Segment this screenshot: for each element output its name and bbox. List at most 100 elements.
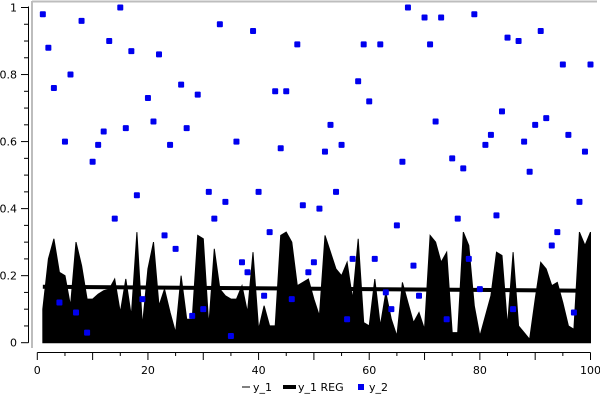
series-y_2-point xyxy=(277,145,284,152)
series-y_2-point xyxy=(122,125,129,132)
series-y_2-point xyxy=(244,269,251,276)
series-y_2-point xyxy=(432,118,439,125)
series-y_2-point xyxy=(338,141,345,148)
series-y_2-point xyxy=(294,41,301,48)
series-y_2-point xyxy=(515,38,522,45)
series-y_2-point xyxy=(84,329,91,336)
series-y_2-point xyxy=(427,41,434,48)
series-y_2-point xyxy=(167,141,174,148)
series-y_1-area xyxy=(42,231,591,344)
x-tick-label: 80 xyxy=(473,364,487,377)
x-tick-label: 60 xyxy=(362,364,376,377)
series-y_2-point xyxy=(56,299,63,306)
series-y_2-point xyxy=(526,168,533,175)
series-y_2-point xyxy=(559,61,566,68)
series-y_2-point xyxy=(443,316,450,323)
series-y_2-point xyxy=(454,215,461,222)
series-y_2-point xyxy=(349,255,356,262)
legend: y_1 y_1 REG y_2 xyxy=(242,381,388,394)
series-y_2-point xyxy=(95,141,102,148)
series-y_2-point xyxy=(310,259,317,266)
series-y_2-point xyxy=(333,188,340,195)
series-y_2-point xyxy=(194,91,201,98)
series-y_2-point xyxy=(504,34,511,41)
series-y_2-point xyxy=(543,115,550,122)
series-y_2-point xyxy=(227,332,234,339)
series-y_2-point xyxy=(344,316,351,323)
series-y_2-point xyxy=(255,188,262,195)
series-y_2-point xyxy=(183,125,190,132)
series-y_2-point xyxy=(327,121,334,128)
series-y_2-point xyxy=(139,296,146,303)
series-y_2-point xyxy=(299,202,306,209)
series-y_2-point xyxy=(261,292,268,299)
series-y_2-point xyxy=(371,255,378,262)
legend-swatch-y_2 xyxy=(358,384,364,390)
series-y_2-point xyxy=(321,148,328,155)
series-y_2-point xyxy=(393,222,400,229)
series-y_2-point xyxy=(382,289,389,296)
series-y_2-point xyxy=(366,98,373,105)
series-y_2-point xyxy=(283,88,290,95)
series-y_2-point xyxy=(45,44,52,51)
series-y_2-point xyxy=(482,141,489,148)
series-y_2-point xyxy=(106,38,113,45)
series-y_2-point xyxy=(510,306,517,313)
series-y_2-point xyxy=(537,27,544,34)
series-y_2-point xyxy=(570,309,577,316)
series-y_2-point xyxy=(205,188,212,195)
y-axis: 0 0.2 0.4 0.6 0.8 1 xyxy=(0,2,29,350)
y-tick-label: 0.2 xyxy=(0,270,17,283)
series-y_2-point xyxy=(50,84,57,91)
series-y_2-point xyxy=(266,229,273,236)
series-y_2-point xyxy=(144,95,151,102)
y-tick-label: 0.6 xyxy=(0,136,17,149)
series-y_2-point xyxy=(161,232,168,239)
series-y_2-point xyxy=(493,212,500,219)
series-y_2-point xyxy=(211,215,218,222)
x-tick-label: 100 xyxy=(580,364,600,377)
plot-area xyxy=(39,4,594,344)
series-y_2-point xyxy=(189,312,196,319)
series-y_2-point xyxy=(565,131,572,138)
series-y_2-point xyxy=(100,128,107,135)
series-y_2-point xyxy=(200,306,207,313)
series-y_2-point xyxy=(111,215,118,222)
legend-label-y_1-reg: y_1 REG xyxy=(298,381,344,394)
series-y_2-point xyxy=(360,41,367,48)
series-y_2-point xyxy=(449,155,456,162)
series-y_2-point xyxy=(238,259,245,266)
series-y_2-point xyxy=(581,148,588,155)
legend-label-y_2: y_2 xyxy=(369,381,388,394)
series-y_2-point xyxy=(178,81,185,88)
series-y_2-point xyxy=(89,158,96,165)
series-y_2-point xyxy=(233,138,240,145)
series-y_2-point xyxy=(421,14,428,21)
series-y_2-point xyxy=(156,51,163,58)
series-y_2-point xyxy=(128,48,135,55)
series-y_2-point xyxy=(78,17,85,24)
series-y_2-point xyxy=(316,205,323,212)
legend-label-y_1: y_1 xyxy=(253,381,272,394)
series-y_2-point xyxy=(465,255,472,262)
series-y_2-point xyxy=(404,4,411,11)
x-tick-label: 0 xyxy=(34,364,41,377)
y-tick-label: 0 xyxy=(10,337,17,350)
series-y_2-point xyxy=(222,198,229,205)
y-tick-label: 0.8 xyxy=(0,69,17,82)
series-y_2-point xyxy=(388,306,395,313)
series-y_1-reg-line xyxy=(42,284,591,293)
series-y_2-point xyxy=(133,192,140,199)
series-y_2-point xyxy=(554,229,561,236)
series-y_2-point xyxy=(216,21,223,28)
series-y_2-point xyxy=(61,138,68,145)
series-y_2-point xyxy=(471,11,478,18)
series-y_2-point xyxy=(476,286,483,293)
series-y_2-point xyxy=(498,108,505,115)
x-axis: 0 20 40 60 80 100 xyxy=(34,352,600,377)
series-y_2-point xyxy=(521,138,528,145)
series-y_2-point xyxy=(355,78,362,85)
series-y_2-point xyxy=(117,4,124,11)
series-y_2-point xyxy=(250,27,257,34)
